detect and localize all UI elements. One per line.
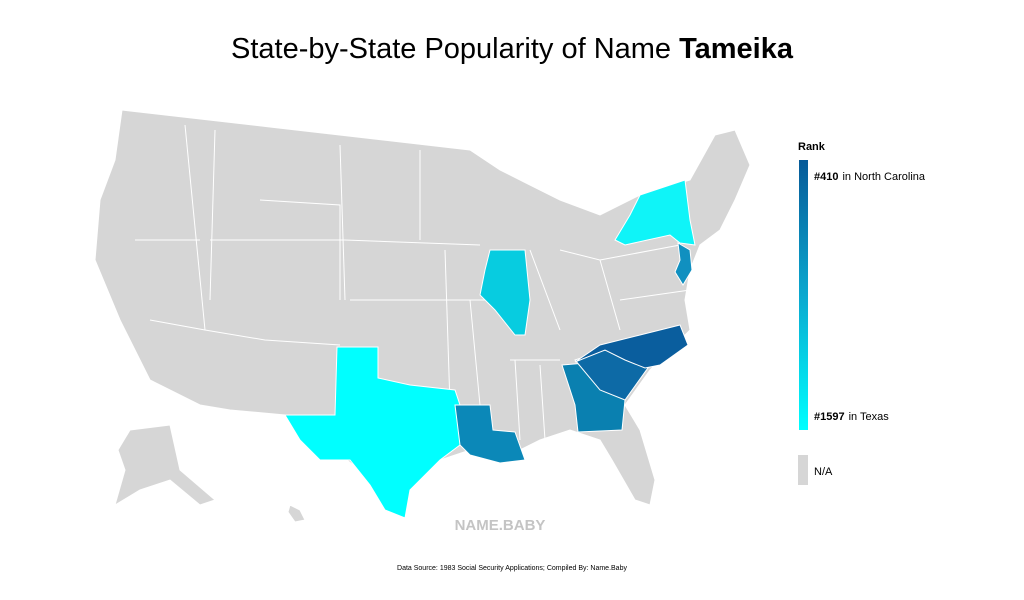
legend-bottom-place: in Texas bbox=[849, 411, 890, 423]
watermark: NAME.BABY bbox=[455, 517, 546, 534]
footer: Data Source: 1983 Social Security Applic… bbox=[397, 565, 627, 572]
legend-top: #410 in North Carolina bbox=[814, 171, 926, 183]
title-name: Tameika bbox=[679, 33, 794, 65]
legend-heading: Rank bbox=[798, 141, 826, 153]
state-borders bbox=[135, 124, 691, 441]
legend-bottom-rank: #1597 bbox=[814, 411, 845, 423]
legend-top-rank: #410 bbox=[814, 171, 838, 183]
hawaii bbox=[287, 504, 306, 523]
legend-top-place: in North Carolina bbox=[842, 171, 925, 183]
texas bbox=[284, 346, 461, 519]
new-jersey bbox=[674, 242, 693, 286]
louisiana bbox=[454, 404, 526, 464]
legend-na-swatch bbox=[798, 455, 808, 485]
us-map bbox=[94, 109, 751, 523]
legend: Rank #410 in North Carolina #1597 in Texas… bbox=[798, 141, 926, 485]
legend-gradient bbox=[799, 160, 808, 430]
new-york bbox=[614, 179, 696, 246]
north-carolina bbox=[574, 324, 689, 369]
legend-bottom: #1597 in Texas bbox=[814, 411, 889, 423]
alaska bbox=[114, 424, 216, 507]
title-prefix: State-by-State Popularity of Name bbox=[231, 33, 671, 65]
illinois bbox=[479, 249, 531, 336]
title: State-by-State Popularity of Name Tameika bbox=[231, 33, 794, 65]
legend-na: N/A bbox=[814, 466, 833, 478]
